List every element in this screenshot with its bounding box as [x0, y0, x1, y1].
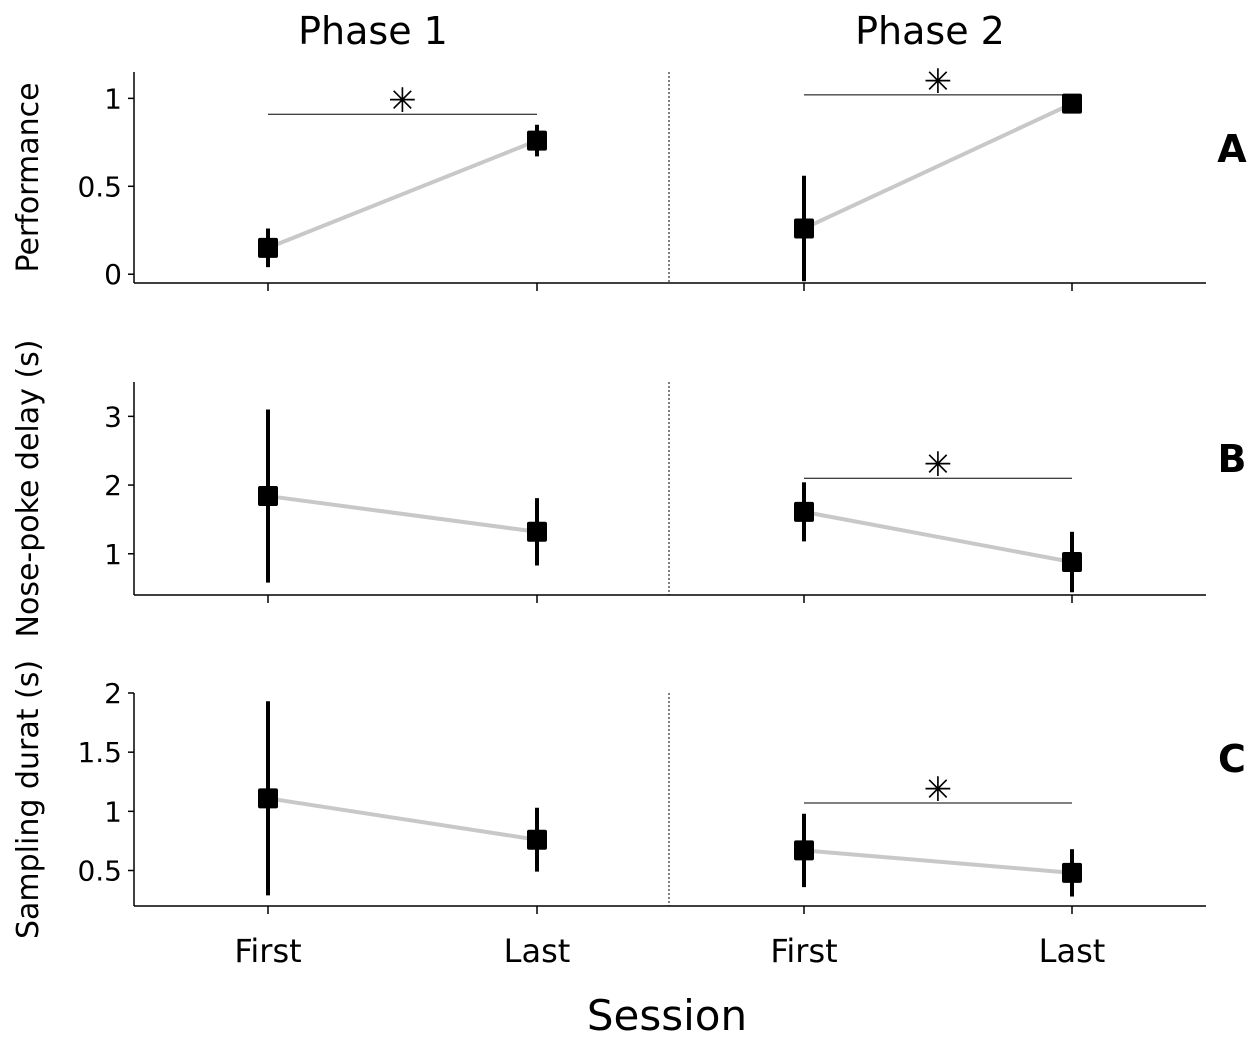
data-point [527, 521, 547, 542]
panel-b: 1 2 3 Nose-poke delay (s) B ✳ [11, 340, 1246, 638]
y-tick-label: 3 [104, 400, 122, 433]
y-tick-label: 1.5 [77, 736, 122, 769]
phase-title-2: Phase 2 [855, 9, 1005, 53]
panel-a: 0 0.5 1 Performance A ✳ ✳ [11, 62, 1247, 291]
data-point [794, 840, 814, 861]
connector-line [267, 796, 538, 842]
y-tick-label: 0.5 [77, 170, 122, 203]
data-point [258, 788, 278, 809]
data-point [258, 486, 278, 507]
panel-letter: A [1217, 127, 1247, 171]
phase-title-1: Phase 1 [298, 9, 448, 53]
connector-line [267, 494, 538, 534]
data-point [794, 218, 814, 239]
y-tick-label: 1 [104, 82, 122, 115]
significance-marker: ✳ [924, 770, 953, 810]
x-axis-label: Session [587, 991, 747, 1038]
panel-c: 0.5 1 1.5 2 Sampling durat (s) C ✳ [11, 660, 1246, 939]
y-axis-label: Nose-poke delay (s) [11, 340, 46, 638]
data-point [258, 237, 278, 258]
y-tick-label: 0.5 [77, 855, 122, 888]
panel-letter: B [1218, 437, 1247, 481]
connector-line [803, 101, 1073, 231]
connector-line [267, 138, 538, 250]
y-tick-label: 1 [104, 795, 122, 828]
significance-marker: ✳ [924, 62, 953, 102]
x-tick-label-first-phase-1: First [234, 932, 301, 970]
y-axis-label: Performance [11, 82, 46, 272]
y-tick-label: 2 [104, 469, 122, 502]
x-tick-label-last-phase-2: Last [1039, 932, 1106, 970]
data-point [1062, 93, 1082, 114]
x-tick-label-last-phase-1: Last [504, 932, 571, 970]
data-point [527, 130, 547, 151]
y-tick-label: 2 [104, 677, 122, 710]
significance-marker: ✳ [388, 81, 417, 121]
y-tick-label: 0 [104, 258, 122, 291]
data-point [794, 501, 814, 522]
y-axis-label: Sampling durat (s) [11, 660, 46, 939]
data-point [1062, 862, 1082, 883]
data-point [1062, 552, 1082, 573]
y-tick-label: 1 [104, 538, 122, 571]
data-point [527, 829, 547, 850]
x-tick-label-first-phase-2: First [770, 932, 837, 970]
panel-letter: C [1218, 737, 1246, 781]
connector-line [803, 509, 1073, 564]
significance-marker: ✳ [924, 445, 953, 485]
connector-line [803, 848, 1073, 875]
